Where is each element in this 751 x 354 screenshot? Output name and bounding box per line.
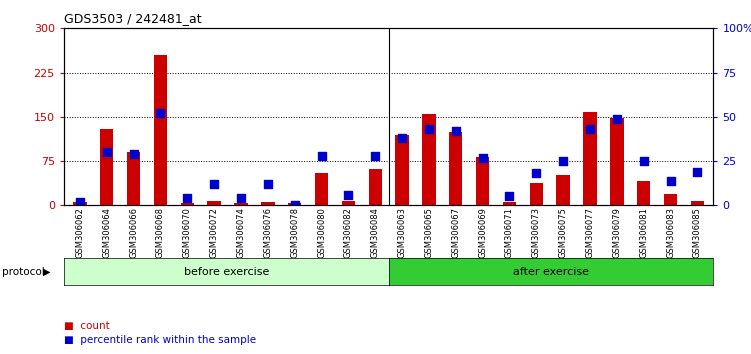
Point — [315, 153, 327, 159]
Bar — [449, 132, 463, 205]
Bar — [207, 201, 221, 205]
Point — [74, 199, 86, 205]
Point — [530, 171, 542, 176]
Point — [181, 195, 193, 201]
Text: protocol: protocol — [2, 267, 45, 277]
Bar — [369, 169, 382, 205]
Point — [665, 178, 677, 183]
Text: ■  percentile rank within the sample: ■ percentile rank within the sample — [64, 335, 256, 345]
Bar — [556, 175, 570, 205]
Text: ■  count: ■ count — [64, 321, 110, 331]
Bar — [288, 203, 301, 205]
Bar — [691, 201, 704, 205]
Point — [477, 155, 489, 160]
Point — [611, 116, 623, 121]
Point — [503, 194, 515, 199]
Bar — [100, 129, 113, 205]
Point — [101, 149, 113, 155]
Bar — [395, 135, 409, 205]
Bar — [610, 118, 623, 205]
Text: before exercise: before exercise — [183, 267, 269, 277]
Point — [369, 153, 382, 159]
Point — [262, 181, 274, 187]
Point — [396, 135, 408, 141]
Bar — [127, 152, 140, 205]
Point — [557, 158, 569, 164]
Bar — [476, 157, 490, 205]
Text: ▶: ▶ — [43, 267, 50, 277]
Point — [423, 126, 435, 132]
Bar — [584, 112, 597, 205]
Bar — [502, 202, 516, 205]
Point — [288, 202, 300, 208]
Bar — [180, 203, 194, 205]
Point — [584, 126, 596, 132]
Bar — [74, 202, 86, 205]
Point — [342, 192, 354, 198]
Point — [208, 181, 220, 187]
Point — [235, 195, 247, 201]
Point — [155, 110, 167, 116]
Bar — [342, 201, 355, 205]
Point — [638, 158, 650, 164]
Bar — [154, 55, 167, 205]
Bar — [261, 202, 275, 205]
Point — [128, 151, 140, 157]
Point — [450, 128, 462, 134]
Bar — [315, 173, 328, 205]
Bar — [637, 181, 650, 205]
Point — [692, 169, 704, 175]
Bar — [422, 114, 436, 205]
Text: GDS3503 / 242481_at: GDS3503 / 242481_at — [64, 12, 201, 25]
Bar — [664, 194, 677, 205]
Bar — [529, 183, 543, 205]
Bar — [234, 203, 248, 205]
Text: after exercise: after exercise — [513, 267, 589, 277]
